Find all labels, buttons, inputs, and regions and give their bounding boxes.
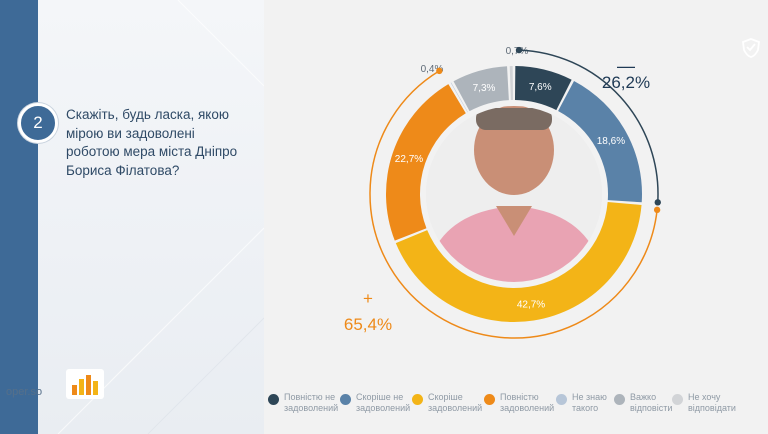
legend-swatch [614, 394, 625, 405]
legend-label: Важко відповісти [630, 392, 673, 413]
slice-value-label: 22,7% [395, 154, 423, 165]
legend-label: Повністю задоволений [500, 392, 555, 413]
bar-chart-logo-icon [66, 369, 104, 399]
positive-total: 65,4% [344, 315, 392, 334]
donut-slice [395, 202, 642, 322]
slice-value-label: 7,6% [529, 82, 552, 93]
legend-label: Не знаю такого [572, 392, 607, 413]
site-label: oper.so [6, 386, 43, 398]
portrait-figure [426, 106, 602, 282]
legend-swatch [672, 394, 683, 405]
legend-swatch [412, 394, 423, 405]
shield-icon [742, 38, 760, 58]
decorative-lines [57, 0, 264, 434]
donut-slice [558, 80, 642, 203]
positive-bracket-end [436, 67, 443, 75]
negative-sign: — [617, 56, 635, 76]
negative-bracket [518, 49, 659, 203]
donut-slice [450, 82, 468, 113]
negative-total: 26,2% [602, 73, 650, 92]
negative-bracket-end [515, 46, 523, 54]
legend-swatch [340, 394, 351, 405]
question-number-badge: 2 [18, 103, 58, 143]
donut-chart: 7,6%18,6%42,7%22,7%0,4%7,3%0,7% — 26,2% … [344, 46, 661, 339]
legend-label: Скоріше задоволений [428, 392, 483, 413]
positive-bracket [369, 70, 658, 339]
legend-label: Скоріше не задоволений [356, 392, 411, 413]
legend-swatch [484, 394, 495, 405]
slice-value-label: 7,3% [473, 83, 496, 94]
slice-value-label: 42,7% [517, 300, 545, 311]
legend-swatch [268, 394, 279, 405]
donut-slice [514, 66, 572, 111]
positive-sign: + [363, 289, 373, 308]
question-panel: 2 Скажіть, будь ласка, якою мірою ви зад… [0, 0, 264, 434]
question-text: Скажіть, будь ласка, якою мірою ви задов… [66, 107, 238, 178]
legend-label: Повністю не задоволений [284, 392, 339, 413]
donut-slice [453, 66, 509, 112]
legend: Повністю не задоволений Скоріше не задово… [268, 392, 748, 426]
donut-slice [386, 84, 466, 241]
side-strip [0, 0, 38, 434]
slice-value-label: 0,4% [421, 64, 444, 75]
legend-swatch [556, 394, 567, 405]
slice-value-label: 18,6% [597, 136, 625, 147]
positive-bracket-end [653, 206, 661, 214]
legend-label: Не хочу відповідати [688, 392, 736, 413]
negative-bracket-end [654, 199, 661, 206]
donut-slice [509, 66, 514, 101]
